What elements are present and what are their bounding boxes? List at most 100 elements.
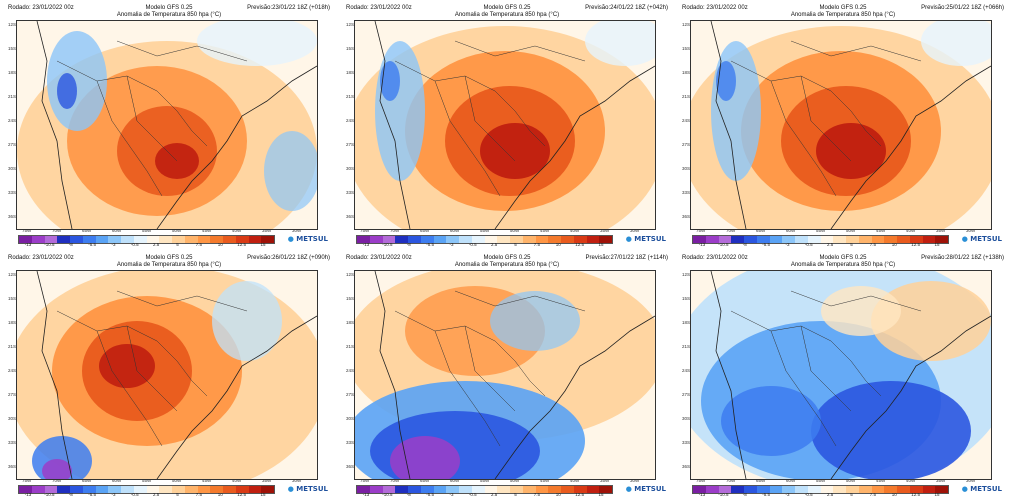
longitude-label: 55W	[142, 228, 152, 233]
colorbar-swatch	[382, 236, 396, 243]
colorbar-swatch	[184, 236, 198, 243]
colorbar-swatch	[884, 236, 897, 243]
latitude-label: 21S	[345, 344, 354, 349]
longitude-label: 65W	[420, 228, 430, 233]
logo-mark-icon: ●	[287, 485, 297, 493]
latitude-label: 12S	[7, 22, 16, 27]
colorbar-swatch	[95, 486, 109, 493]
anomaly-region	[57, 73, 77, 109]
colorbar-swatch	[718, 486, 732, 493]
colorbar-swatch	[459, 236, 472, 243]
colorbar-swatch	[408, 486, 421, 493]
latitude-label: 15S	[345, 296, 354, 301]
longitude-label: 75W	[696, 228, 706, 233]
latitude-label: 27S	[7, 392, 16, 397]
panel-header: Rodado: 23/01/2022 00z Modelo GFS 0.25 Pre…	[682, 254, 1004, 263]
colorbar-swatch	[693, 236, 706, 243]
colorbar-tick-label: 10	[217, 492, 223, 497]
coastline	[710, 21, 991, 229]
longitude-label: 60W	[450, 478, 460, 483]
colorbar-swatch	[70, 486, 83, 493]
colorbar-tick-label: 7.5	[195, 492, 203, 497]
anomaly-map	[16, 270, 318, 480]
country-borders	[730, 290, 922, 447]
run-time-label: Rodado: 23/01/2022 00z	[682, 5, 748, 11]
country-borders	[730, 40, 922, 197]
colorbar-swatch	[846, 486, 859, 493]
latitude-label: 24S	[7, 118, 16, 123]
colorbar-swatch	[782, 486, 795, 493]
logo-text: METSUL	[970, 485, 1002, 493]
colorbar-swatch	[820, 486, 834, 493]
anomaly-map	[354, 20, 656, 230]
latitude-label: 12S	[345, 272, 354, 277]
longitude-label: 45W	[876, 478, 886, 483]
colorbar-tick-label: -13	[24, 492, 32, 497]
longitude-label: 55W	[816, 478, 826, 483]
colorbar-swatch	[535, 486, 549, 493]
longitude-label: 75W	[22, 228, 32, 233]
latitude-label: 30S	[7, 416, 16, 421]
colorbar-tick-label: 7.5	[533, 242, 541, 247]
colorbar-swatch	[31, 486, 45, 493]
coastline	[374, 271, 655, 479]
panel-header: Rodado: 23/01/2022 00z Modelo GFS 0.25 Pre…	[346, 254, 668, 263]
colorbar-swatch	[146, 486, 160, 493]
longitude-label: 60W	[786, 228, 796, 233]
latitude-label: 27S	[345, 392, 354, 397]
colorbar-swatch	[909, 486, 923, 493]
colorbar-swatch	[369, 486, 383, 493]
longitude-label: 40W	[906, 478, 916, 483]
latitude-label: 33S	[681, 190, 690, 195]
colorbar-tick-label: -13	[362, 492, 370, 497]
colorbar-swatch	[935, 236, 948, 243]
latitude-label: 15S	[681, 296, 690, 301]
colorbar	[356, 235, 613, 244]
run-time-label: Rodado: 23/01/2022 00z	[346, 255, 412, 261]
colorbar-swatch	[871, 486, 885, 493]
colorbar-tick-label: -8	[406, 242, 411, 247]
colorbar-swatch	[446, 236, 459, 243]
colorbar-swatch	[510, 486, 523, 493]
longitude-label: 65W	[756, 228, 766, 233]
colorbar-tick-label: 12.5	[911, 242, 921, 247]
colorbar-tick-label: 15	[598, 492, 604, 497]
colorbar-tick-label: -0.5	[130, 242, 139, 247]
colorbar-swatch	[599, 236, 612, 243]
forecast-panel: Rodado: 23/01/2022 00z Modelo GFS 0.25 Pre…	[4, 2, 334, 248]
colorbar-tick-label: -13	[24, 242, 32, 247]
model-label: Modelo GFS 0.25	[145, 255, 193, 261]
colorbar-swatch	[820, 236, 834, 243]
colorbar-tick-label: 5	[514, 492, 517, 497]
panel-title: Anomalia de Temperatura 850 hpa (°C)	[116, 12, 222, 18]
latitude-label: 18S	[345, 320, 354, 325]
panel-title: Anomalia de Temperatura 850 hpa (°C)	[116, 262, 222, 268]
colorbar-swatch	[795, 236, 808, 243]
latitude-label: 24S	[345, 118, 354, 123]
longitude-label: 45W	[202, 228, 212, 233]
coastline	[36, 21, 317, 229]
logo-mark-icon: ●	[961, 235, 971, 243]
model-label: Modelo GFS 0.25	[819, 5, 867, 11]
colorbar-swatch	[497, 236, 510, 243]
forecast-time-label: Previsão:25/01/22 18Z (+066h)	[921, 5, 1004, 11]
colorbar-swatch	[357, 236, 370, 243]
colorbar-tick-label: -5.5	[88, 242, 96, 247]
colorbar-swatch	[172, 236, 185, 243]
panel-header: Rodado: 23/01/2022 00z Modelo GFS 0.25 Pre…	[8, 4, 330, 13]
longitude-label: 60W	[112, 478, 122, 483]
longitude-label: 35W	[600, 228, 610, 233]
colorbar-tick-label: -5.5	[762, 242, 770, 247]
colorbar-swatch	[846, 236, 859, 243]
colorbar-swatch	[471, 236, 485, 243]
model-label: Modelo GFS 0.25	[145, 5, 193, 11]
anomaly-region	[375, 41, 425, 181]
logo-text: METSUL	[970, 235, 1002, 243]
longitude-label: 50W	[172, 228, 182, 233]
forecast-panel: Rodado: 23/01/2022 00z Modelo GFS 0.25 Pre…	[342, 252, 672, 498]
latitude-label: 12S	[681, 272, 690, 277]
colorbar-tick-label: 10	[555, 492, 561, 497]
colorbar-swatch	[121, 486, 134, 493]
colorbar-tick-label: -10.5	[382, 492, 393, 497]
panel-header: Rodado: 23/01/2022 00z Modelo GFS 0.25 Pre…	[346, 4, 668, 13]
